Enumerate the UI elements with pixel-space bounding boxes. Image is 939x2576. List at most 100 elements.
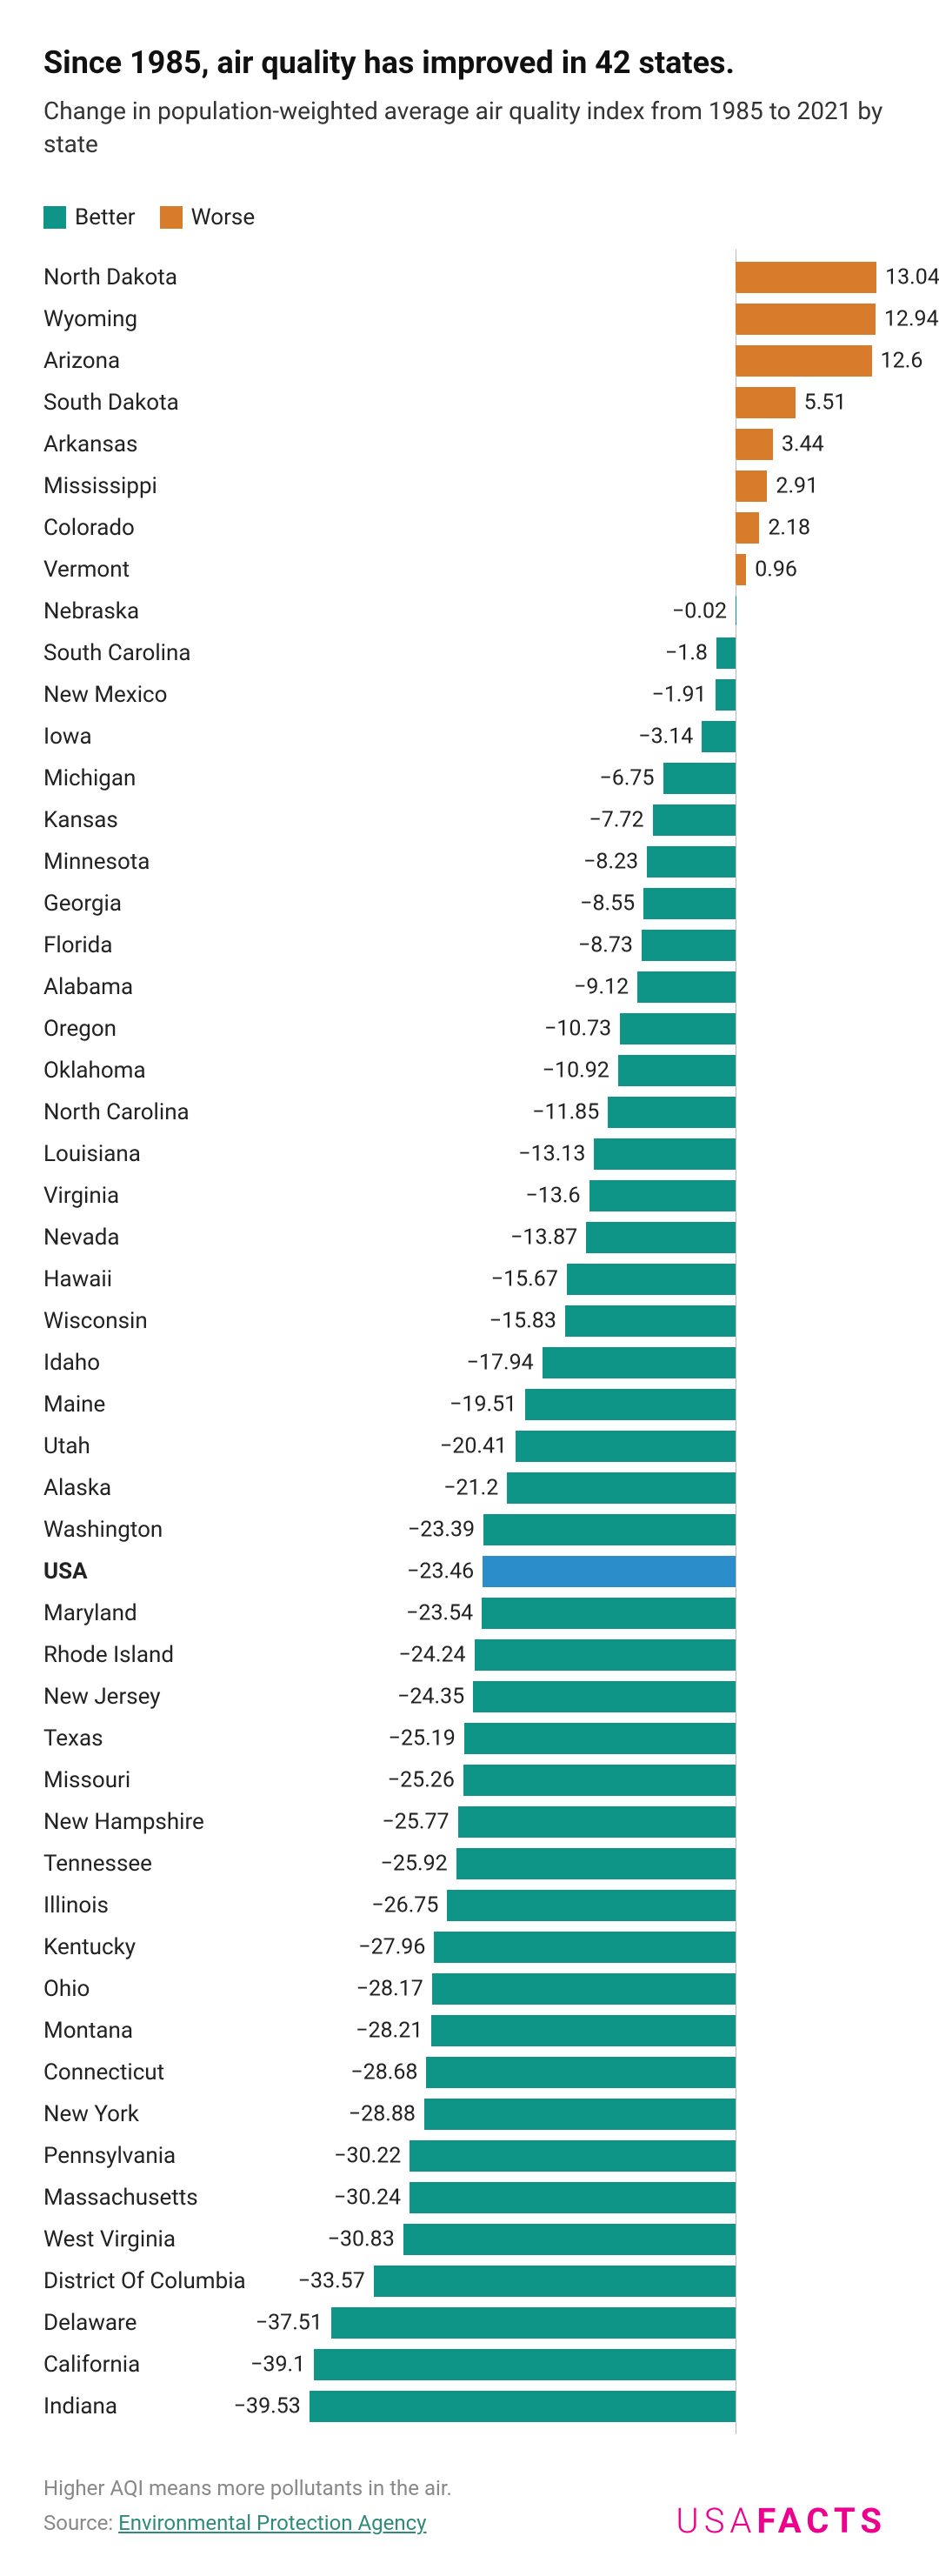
legend-swatch-better — [43, 206, 66, 229]
bar — [736, 512, 759, 544]
bar — [736, 554, 746, 585]
row-label: Florida — [43, 932, 304, 958]
bar-area: −1.8 — [304, 632, 887, 674]
value-label: −1.8 — [665, 640, 708, 665]
bar — [464, 1723, 736, 1754]
bar — [642, 930, 736, 961]
value-label: −10.73 — [544, 1016, 611, 1041]
chart-row: Indiana−39.53 — [43, 2386, 887, 2427]
chart-title: Since 1985, air quality has improved in … — [43, 43, 887, 83]
row-label: North Dakota — [43, 264, 304, 290]
bar — [594, 1138, 736, 1170]
bar — [586, 1222, 736, 1253]
value-label: −26.75 — [371, 1892, 438, 1918]
row-label: Utah — [43, 1433, 304, 1459]
usafacts-logo: USAFACTS — [676, 2500, 887, 2541]
bar — [736, 262, 876, 293]
row-label: Idaho — [43, 1350, 304, 1376]
row-label: Virginia — [43, 1183, 304, 1209]
value-label: −13.87 — [510, 1225, 577, 1250]
chart-row: California−39.1 — [43, 2344, 887, 2386]
row-label: Vermont — [43, 557, 304, 583]
bar-area: −3.14 — [304, 716, 887, 757]
chart-row: Arkansas3.44 — [43, 424, 887, 465]
bar — [736, 345, 871, 377]
bar-area: −28.21 — [304, 2010, 887, 2052]
chart-row: District Of Columbia−33.57 — [43, 2260, 887, 2302]
bar-area: −28.68 — [304, 2052, 887, 2093]
bar — [637, 971, 736, 1003]
chart-row: Georgia−8.55 — [43, 883, 887, 924]
row-label: Alabama — [43, 974, 304, 1000]
footer-note: Higher AQI means more pollutants in the … — [43, 2471, 452, 2506]
value-label: −17.94 — [467, 1350, 534, 1375]
value-label: −1.91 — [652, 682, 707, 707]
bar — [516, 1431, 736, 1462]
value-label: −9.12 — [574, 974, 629, 999]
legend-item-better: Better — [43, 204, 136, 230]
value-label: −23.46 — [407, 1558, 474, 1584]
bar-area: −15.67 — [304, 1258, 887, 1300]
chart-row: Missouri−25.26 — [43, 1759, 887, 1801]
value-label: −8.73 — [578, 932, 633, 958]
value-label: −25.26 — [388, 1767, 455, 1792]
value-label: −10.92 — [543, 1058, 609, 1083]
chart-row: Alabama −9.12 — [43, 966, 887, 1008]
value-label: −13.13 — [518, 1141, 585, 1166]
chart-subtitle: Change in population-weighted average ai… — [43, 95, 887, 161]
bar-area: −10.73 — [304, 1008, 887, 1050]
bar-area: −25.92 — [304, 1843, 887, 1885]
row-label: Massachusetts — [43, 2185, 304, 2211]
chart-row: Alaska−21.2 — [43, 1467, 887, 1509]
value-label: −21.2 — [443, 1475, 498, 1500]
chart-row: Utah−20.41 — [43, 1425, 887, 1467]
value-label: −3.14 — [638, 724, 693, 749]
row-label: Maine — [43, 1391, 304, 1418]
chart-row: Pennsylvania−30.22 — [43, 2135, 887, 2177]
chart-row: Montana−28.21 — [43, 2010, 887, 2052]
bar — [426, 2057, 736, 2088]
source-link[interactable]: Environmental Protection Agency — [118, 2511, 426, 2535]
value-label: −25.19 — [389, 1725, 456, 1751]
chart-row: South Carolina −1.8 — [43, 632, 887, 674]
chart-row: Illinois−26.75 — [43, 1885, 887, 1926]
bar — [424, 2099, 736, 2130]
value-label: −24.24 — [398, 1642, 465, 1667]
bar-area: −13.13 — [304, 1133, 887, 1175]
bar — [374, 2266, 736, 2297]
row-label: Wisconsin — [43, 1308, 304, 1334]
logo-part1: USA — [676, 2500, 756, 2541]
bar — [482, 1598, 736, 1629]
bar — [473, 1681, 736, 1712]
value-label: −27.96 — [358, 1934, 425, 1959]
chart-row: Florida −8.73 — [43, 924, 887, 966]
bar-area: −23.54 — [304, 1592, 887, 1634]
bar-area: 0.96 — [304, 549, 887, 591]
row-label: South Carolina — [43, 640, 304, 666]
bar — [620, 1013, 736, 1044]
bar-area: −0.02 — [304, 591, 887, 632]
value-label: 13.04 — [885, 264, 939, 290]
value-label: −8.55 — [580, 891, 635, 916]
legend-label-better: Better — [75, 204, 136, 230]
row-label: Texas — [43, 1725, 304, 1752]
value-label: −28.21 — [356, 2018, 423, 2043]
bar-area: −24.35 — [304, 1676, 887, 1718]
row-label: Arkansas — [43, 431, 304, 457]
bar-area: −7.72 — [304, 799, 887, 841]
bar-area: −15.83 — [304, 1300, 887, 1342]
row-label: New Jersey — [43, 1684, 304, 1710]
value-label: −25.92 — [381, 1851, 448, 1876]
row-label: New Mexico — [43, 682, 304, 708]
bar — [458, 1806, 736, 1838]
value-label: −28.17 — [356, 1976, 423, 2001]
bar — [525, 1389, 736, 1420]
legend-swatch-worse — [160, 206, 183, 229]
row-label: Wyoming — [43, 306, 304, 332]
bar-area: −28.17 — [304, 1968, 887, 2010]
bar-area: 2.18 — [304, 507, 887, 549]
bar — [434, 1932, 736, 1963]
value-label: −23.54 — [406, 1600, 473, 1625]
row-label: Kentucky — [43, 1934, 304, 1960]
chart-row: Nevada−13.87 — [43, 1217, 887, 1258]
